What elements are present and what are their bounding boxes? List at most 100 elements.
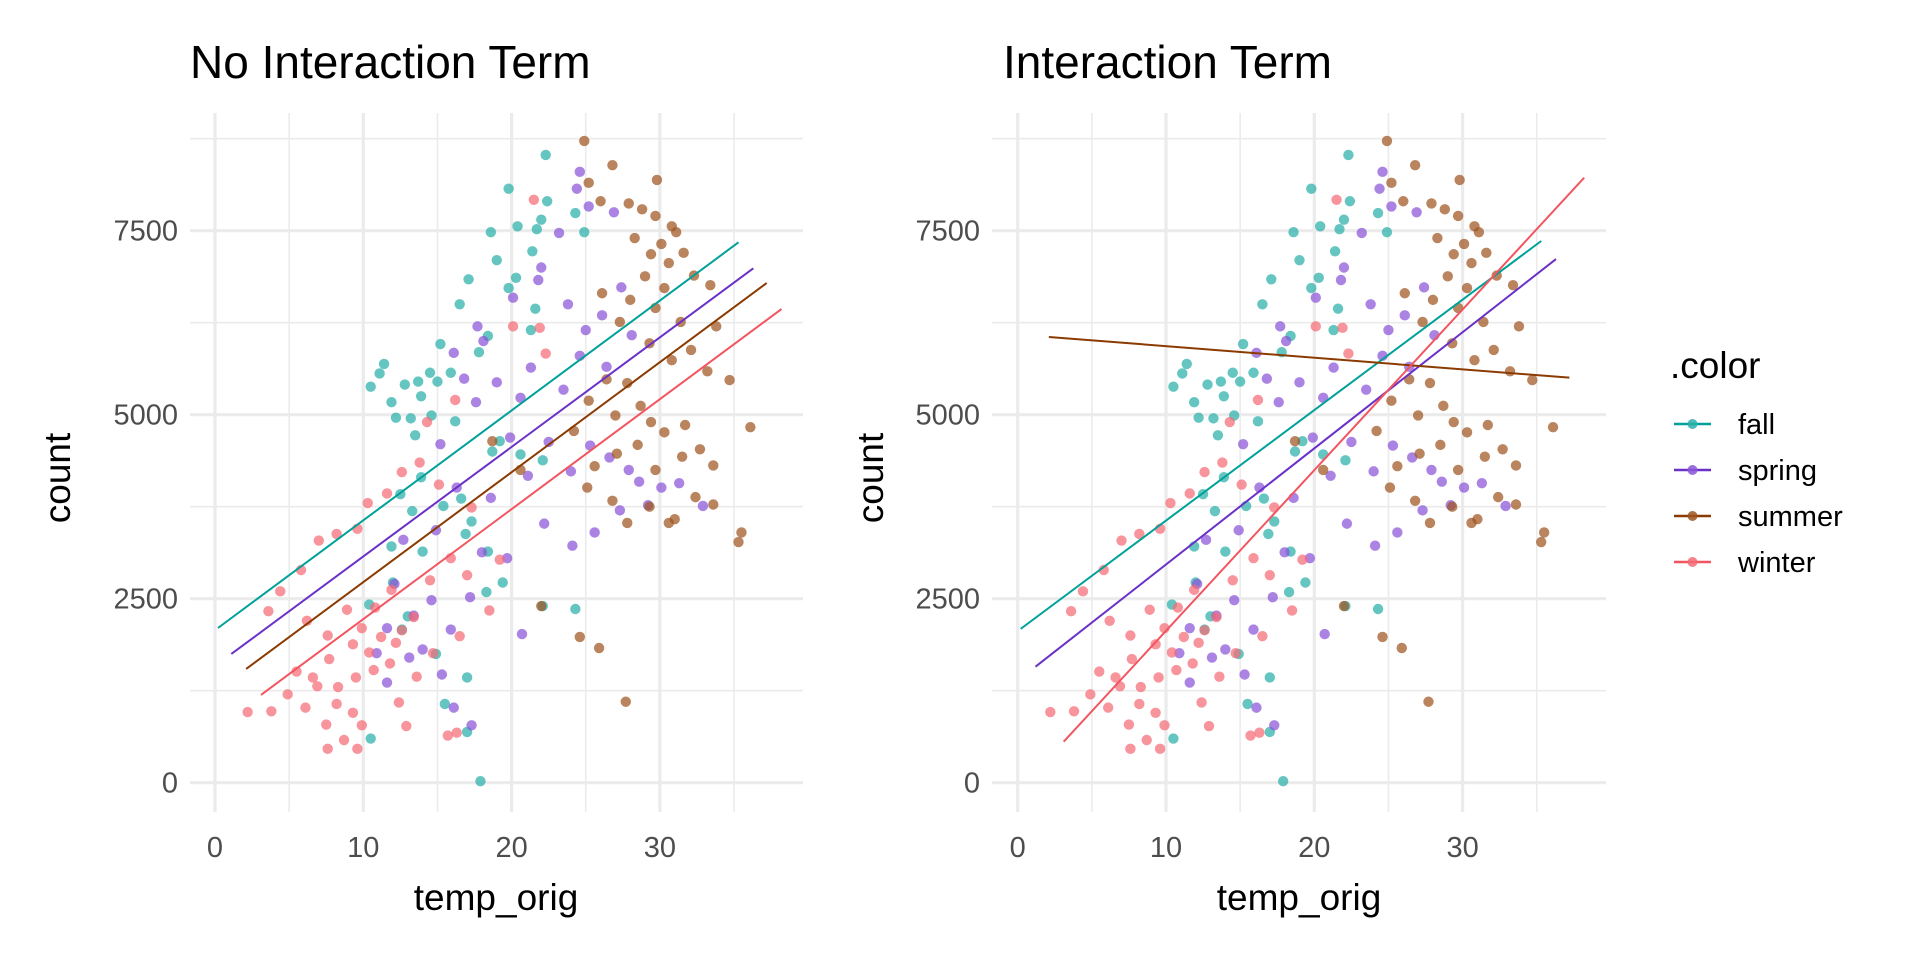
data-point-summer [708,460,719,471]
data-point-fall [417,546,428,557]
data-point-winter [1094,666,1105,677]
data-point-spring [1392,527,1403,538]
data-point-summer [1386,177,1397,189]
data-point-summer [610,410,621,421]
data-point-winter [1227,575,1238,586]
data-point-spring [601,361,612,373]
data-point-winter [1196,697,1207,708]
data-point-spring [1310,292,1321,303]
legend-title: .color [1670,345,1760,386]
data-point-spring [616,282,627,293]
fit-line-winter [260,308,783,696]
data-point-winter [369,602,381,613]
fit-lines-layer [217,241,783,696]
data-point-fall [1202,379,1213,390]
data-point-fall [1215,376,1227,387]
data-point-winter [1187,658,1198,669]
data-point-fall [1343,149,1354,161]
data-point-fall [386,541,397,552]
data-point-winter [390,637,402,649]
data-point-spring [445,624,456,635]
data-point-summer [595,196,606,207]
data-point-winter [1254,727,1265,738]
data-point-winter [352,743,363,755]
data-point-spring [633,476,645,487]
data-point-summer [1447,338,1458,349]
data-point-summer [1398,196,1409,207]
data-point-summer [1458,238,1470,250]
data-point-winter [242,706,253,718]
data-point-spring [1341,518,1353,529]
data-point-spring [1377,166,1388,178]
y-axis-label: count [850,432,891,523]
x-tick-label: 0 [1010,832,1026,864]
data-point-spring [543,436,554,448]
legend-item-fall: fall [1674,409,1775,441]
data-point-summer [1377,631,1388,643]
data-point-winter [332,681,344,693]
data-point-spring [381,622,393,634]
data-point-spring [1237,438,1249,450]
data-point-summer [651,174,663,186]
x-axis-label: temp_orig [414,877,579,918]
data-point-spring [398,534,409,546]
fit-line-fall [217,241,740,629]
data-point-fall [455,493,467,504]
legend-items: fall spring summer winter [1674,409,1843,579]
data-point-summer [1513,321,1525,332]
legend: .color fall spring summer winter [1670,345,1843,579]
data-point-winter [396,625,408,636]
data-point-winter [393,697,405,708]
data-point-fall [1237,338,1249,350]
data-point-summer [632,439,643,451]
data-point-winter [494,554,505,565]
data-point-fall [1168,381,1179,392]
data-point-fall [570,603,581,615]
data-point-fall [1340,455,1351,466]
data-point-spring [1319,628,1330,640]
data-point-fall [1344,196,1356,207]
data-point-winter [427,647,439,659]
data-point-fall [438,500,449,512]
data-point-winter [1337,322,1348,334]
data-point-summer [593,642,605,654]
data-point-summer [1497,444,1508,455]
data-point-fall [1258,493,1270,504]
data-point-spring [1369,540,1381,551]
data-point-summer [1479,451,1491,462]
data-point-spring [553,227,565,239]
data-point-summer [659,427,670,438]
legend-label: spring [1738,455,1817,487]
data-point-spring [1500,500,1511,512]
data-point-spring [1248,624,1259,635]
fit-line-fall [1020,240,1542,630]
data-point-summer [611,448,623,459]
data-point-summer [1488,344,1499,356]
fit-line-summer [1048,335,1570,379]
data-point-spring [565,466,577,477]
data-point-spring [1307,432,1319,443]
data-point-summer [1481,247,1492,258]
data-point-summer [636,204,648,215]
legend-key-point [1687,511,1698,521]
data-point-fall [531,224,543,235]
data-point-fall [1315,221,1326,232]
data-point-winter [1159,720,1170,731]
data-point-winter [454,631,465,642]
data-point-fall [463,274,474,285]
fit-lines-layer [1020,177,1585,743]
data-point-winter [484,605,495,616]
data-point-fall [1212,430,1224,441]
data-point-summer [596,288,608,299]
data-point-spring [1294,377,1305,388]
y-tick-labels: 0 2500 5000 7500 [915,216,980,800]
data-point-summer [1427,294,1439,306]
data-point-winter [1065,606,1077,617]
data-point-spring [522,470,534,481]
data-point-fall [1264,672,1276,683]
data-point-winter [1125,630,1136,641]
data-point-winter [347,707,359,718]
data-point-summer [614,316,626,328]
data-point-winter [424,575,436,586]
data-point-summer [1473,226,1485,238]
